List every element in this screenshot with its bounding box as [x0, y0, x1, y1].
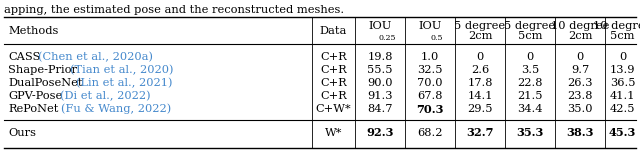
- Text: (Fu & Wang, 2022): (Fu & Wang, 2022): [61, 104, 172, 114]
- Text: IOU: IOU: [419, 21, 442, 31]
- Text: 10 degree: 10 degree: [551, 21, 609, 31]
- Text: C+R: C+R: [320, 52, 347, 62]
- Text: 23.8: 23.8: [567, 91, 593, 101]
- Text: CASS: CASS: [8, 52, 40, 62]
- Text: RePoNet: RePoNet: [8, 104, 58, 114]
- Text: 10 degree: 10 degree: [593, 21, 640, 31]
- Text: 91.3: 91.3: [367, 91, 393, 101]
- Text: 32.5: 32.5: [417, 65, 443, 75]
- Text: 34.4: 34.4: [517, 104, 543, 114]
- Text: 90.0: 90.0: [367, 78, 393, 88]
- Text: 70.0: 70.0: [417, 78, 443, 88]
- Text: 5 degree: 5 degree: [504, 21, 556, 31]
- Text: 41.1: 41.1: [610, 91, 636, 101]
- Text: 5cm: 5cm: [518, 31, 542, 41]
- Text: DualPoseNet (Lin et al., 2021): DualPoseNet (Lin et al., 2021): [8, 78, 182, 88]
- Text: 42.5: 42.5: [610, 104, 636, 114]
- Text: 5 degree: 5 degree: [454, 21, 506, 31]
- Text: C+R: C+R: [320, 91, 347, 101]
- Text: 68.2: 68.2: [417, 128, 443, 138]
- Text: 13.9: 13.9: [610, 65, 636, 75]
- Text: C+R: C+R: [320, 65, 347, 75]
- Text: 92.3: 92.3: [366, 128, 394, 138]
- Text: 45.3: 45.3: [609, 128, 636, 138]
- Text: IOU: IOU: [368, 21, 392, 31]
- Text: 17.8: 17.8: [467, 78, 493, 88]
- Text: 5cm: 5cm: [611, 31, 635, 41]
- Text: 21.5: 21.5: [517, 91, 543, 101]
- Text: (Di et al., 2022): (Di et al., 2022): [60, 91, 150, 101]
- Text: DualPoseNet: DualPoseNet: [8, 78, 83, 88]
- Text: (Lin et al., 2021): (Lin et al., 2021): [76, 78, 173, 88]
- Text: Data: Data: [320, 25, 347, 35]
- Text: GPV-Pose: GPV-Pose: [8, 91, 62, 101]
- Text: GPV-Pose (Di et al., 2022): GPV-Pose (Di et al., 2022): [8, 91, 157, 101]
- Text: Methods: Methods: [8, 25, 58, 35]
- Text: Shape-Prior (Tian et al., 2020): Shape-Prior (Tian et al., 2020): [8, 65, 184, 75]
- Text: 14.1: 14.1: [467, 91, 493, 101]
- Text: RePoNet (Fu & Wang, 2022): RePoNet (Fu & Wang, 2022): [8, 104, 172, 114]
- Text: 55.5: 55.5: [367, 65, 393, 75]
- Text: 0.25: 0.25: [378, 34, 396, 42]
- Text: 0.5: 0.5: [431, 34, 444, 42]
- Text: Shape-Prior: Shape-Prior: [8, 65, 77, 75]
- Text: 22.8: 22.8: [517, 78, 543, 88]
- Text: 35.3: 35.3: [516, 128, 544, 138]
- Text: 36.5: 36.5: [610, 78, 636, 88]
- Text: C+R: C+R: [320, 78, 347, 88]
- Text: 1.0: 1.0: [421, 52, 439, 62]
- Text: 2cm: 2cm: [568, 31, 592, 41]
- Text: (Chen et al., 2020a): (Chen et al., 2020a): [38, 52, 153, 62]
- Text: 38.3: 38.3: [566, 128, 594, 138]
- Text: 3.5: 3.5: [521, 65, 539, 75]
- Text: 19.8: 19.8: [367, 52, 393, 62]
- Text: 26.3: 26.3: [567, 78, 593, 88]
- Text: CASS (Chen et al., 2020a): CASS (Chen et al., 2020a): [8, 52, 159, 62]
- Text: Ours: Ours: [8, 128, 36, 138]
- Text: 2cm: 2cm: [468, 31, 492, 41]
- Text: 0: 0: [476, 52, 484, 62]
- Text: 0: 0: [619, 52, 626, 62]
- Text: 32.7: 32.7: [467, 128, 493, 138]
- Text: 2.6: 2.6: [471, 65, 489, 75]
- Text: 0: 0: [526, 52, 534, 62]
- Text: 0: 0: [577, 52, 584, 62]
- Text: 70.3: 70.3: [416, 104, 444, 114]
- Text: W*: W*: [325, 128, 342, 138]
- Text: (Tian et al., 2020): (Tian et al., 2020): [70, 65, 173, 75]
- Text: 84.7: 84.7: [367, 104, 393, 114]
- Text: 35.0: 35.0: [567, 104, 593, 114]
- Text: apping, the estimated pose and the reconstructed meshes.: apping, the estimated pose and the recon…: [4, 5, 344, 15]
- Text: 29.5: 29.5: [467, 104, 493, 114]
- Text: 67.8: 67.8: [417, 91, 443, 101]
- Text: 9.7: 9.7: [571, 65, 589, 75]
- Text: C+W*: C+W*: [316, 104, 351, 114]
